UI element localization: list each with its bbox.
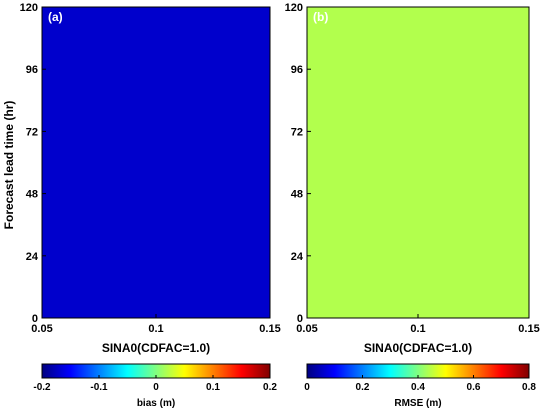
y-tick-label: 96 — [26, 64, 38, 76]
y-tick-label: 24 — [291, 251, 304, 263]
colorbar-tick-label: 0.6 — [467, 382, 481, 393]
heatmap-panel-a — [42, 7, 270, 318]
colorbar-tick-label: -0.1 — [90, 382, 108, 393]
y-tick-label: 96 — [291, 64, 303, 76]
y-tick-label: 48 — [26, 189, 38, 201]
x-tick-label: 0.15 — [259, 323, 280, 335]
colorbar-label-a: bias (m) — [137, 398, 175, 409]
y-tick-label: 24 — [26, 251, 39, 263]
panel-a: (a) 0.05 0.1 0.15 0 24 48 72 96 120 SINA0(CDFAC… — [20, 2, 281, 409]
y-tick-label: 48 — [291, 189, 303, 201]
panel-b: (b) 0.05 0.1 0.15 0 24 48 72 96 120 SINA0(CDFAC… — [285, 2, 540, 409]
x-tick-label: 0.1 — [148, 323, 163, 335]
colorbar-tick-label: 0.4 — [411, 382, 425, 393]
colorbar-ticks-b: 0 0.2 0.4 0.6 0.8 — [304, 375, 536, 393]
x-tick-label: 0.15 — [518, 323, 539, 335]
y-axis-label: Forecast lead time (hr) — [2, 101, 16, 230]
heatmap-panel-b — [307, 7, 529, 318]
y-ticks-a: 0 24 48 72 96 120 — [20, 2, 46, 325]
colorbar-tick-label: 0.8 — [522, 382, 536, 393]
x-axis-label-b: SINA0(CDFAC=1.0) — [364, 341, 472, 355]
x-tick-label: 0.1 — [410, 323, 425, 335]
y-tick-label: 72 — [291, 126, 303, 138]
y-tick-label: 0 — [297, 313, 303, 325]
x-tick-label: 0.05 — [31, 323, 52, 335]
panel-label-a: (a) — [48, 10, 63, 24]
y-tick-label: 0 — [32, 313, 38, 325]
y-tick-label: 72 — [26, 126, 38, 138]
colorbar-ticks-a: -0.2 -0.1 0 0.1 0.2 — [33, 375, 277, 393]
y-tick-label: 120 — [20, 2, 38, 14]
colorbar-label-b: RMSE (m) — [394, 398, 441, 409]
y-tick-label: 120 — [285, 2, 303, 14]
x-axis-label-a: SINA0(CDFAC=1.0) — [102, 341, 210, 355]
colorbar-tick-label: 0.1 — [206, 382, 220, 393]
x-ticks-b: 0.05 0.1 0.15 — [296, 314, 540, 335]
colorbar-tick-label: -0.2 — [33, 382, 51, 393]
y-ticks-b: 0 24 48 72 96 120 — [285, 2, 311, 325]
colorbar-tick-label: 0 — [304, 382, 310, 393]
x-tick-label: 0.05 — [296, 323, 317, 335]
colorbar-tick-label: 0 — [153, 382, 159, 393]
x-ticks-a: 0.05 0.1 0.15 — [31, 314, 281, 335]
colorbar-tick-label: 0.2 — [356, 382, 370, 393]
colorbar-tick-label: 0.2 — [263, 382, 277, 393]
panel-label-b: (b) — [313, 10, 328, 24]
